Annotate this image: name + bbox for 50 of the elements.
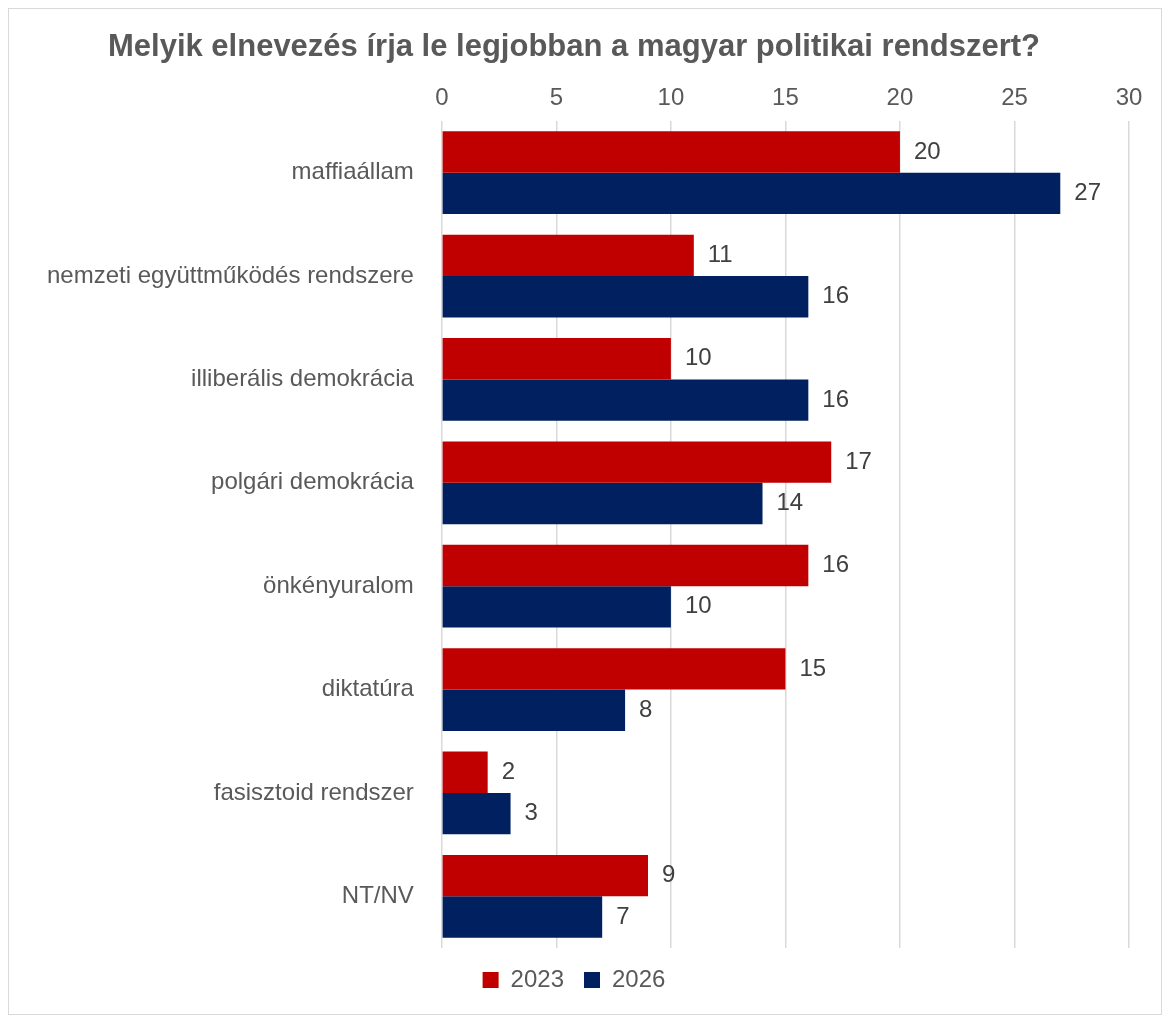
x-tick-label: 5 bbox=[549, 83, 564, 111]
data-label: 14 bbox=[776, 488, 804, 516]
y-tick-label: NT/NV bbox=[341, 880, 414, 908]
bar bbox=[442, 792, 511, 835]
data-label: 8 bbox=[639, 694, 653, 722]
bar bbox=[442, 441, 832, 483]
x-tick-label: 25 bbox=[1001, 83, 1028, 111]
legend-label: 2023 bbox=[510, 964, 564, 992]
data-label: 7 bbox=[616, 901, 630, 929]
bar bbox=[442, 172, 1061, 215]
y-tick-label: fasisztoid rendszer bbox=[213, 777, 414, 805]
y-tick-label: illiberális demokrácia bbox=[191, 364, 415, 392]
bar bbox=[442, 896, 603, 938]
data-label: 16 bbox=[822, 550, 850, 578]
x-tick-label: 15 bbox=[772, 83, 799, 111]
bar bbox=[442, 751, 488, 793]
bar bbox=[442, 544, 809, 587]
chart-title: Melyik elnevezés írja le legjobban a magyar politikai rendszert? bbox=[107, 28, 1041, 64]
bar bbox=[442, 276, 809, 318]
y-tick-label: polgári demokrácia bbox=[211, 467, 415, 495]
y-tick-label: önkényuralom bbox=[263, 570, 414, 598]
bar bbox=[442, 234, 694, 277]
bar bbox=[442, 482, 763, 525]
data-label: 11 bbox=[707, 240, 733, 268]
data-label: 17 bbox=[845, 446, 872, 474]
bar bbox=[442, 854, 648, 897]
x-tick-label: 20 bbox=[886, 83, 914, 111]
x-tick-label: 30 bbox=[1115, 83, 1143, 111]
y-tick-label: nemzeti együttműködés rendszere bbox=[47, 260, 414, 288]
bar bbox=[442, 379, 809, 421]
data-label: 10 bbox=[684, 591, 712, 619]
y-tick-label: maffiaállam bbox=[291, 157, 414, 185]
data-label: 20 bbox=[913, 136, 941, 164]
bar bbox=[442, 689, 626, 731]
legend-label: 2026 bbox=[612, 964, 666, 992]
y-tick-label: diktatúra bbox=[321, 674, 415, 702]
data-label: 27 bbox=[1074, 177, 1101, 205]
x-tick-label: 10 bbox=[657, 83, 685, 111]
data-label: 2 bbox=[501, 756, 516, 784]
bar bbox=[442, 648, 786, 690]
bar bbox=[442, 586, 671, 628]
x-tick-label: 0 bbox=[435, 83, 449, 111]
data-label: 16 bbox=[822, 384, 850, 412]
data-label: 9 bbox=[662, 860, 676, 888]
data-label: 15 bbox=[799, 653, 827, 681]
bar bbox=[442, 131, 900, 173]
data-label: 16 bbox=[822, 281, 850, 309]
data-label: 10 bbox=[684, 343, 712, 371]
bar bbox=[442, 338, 671, 380]
data-label: 3 bbox=[524, 798, 538, 826]
